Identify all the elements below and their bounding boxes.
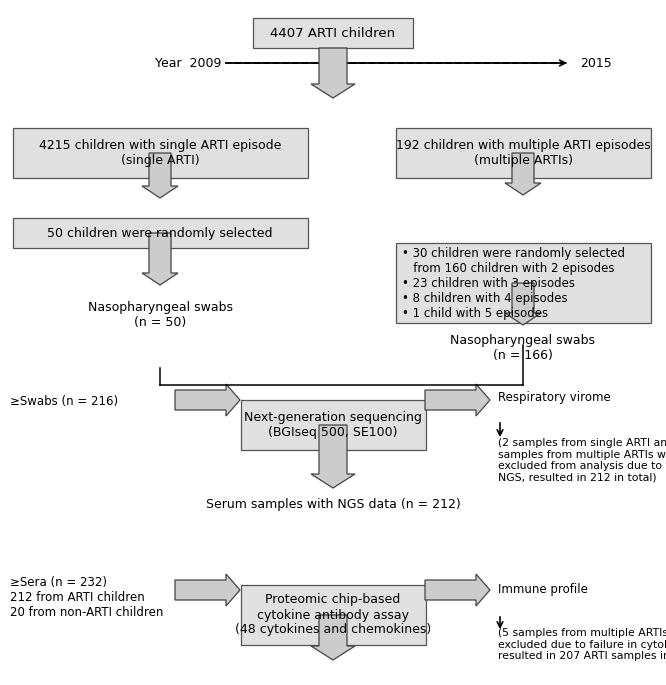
FancyBboxPatch shape — [253, 18, 413, 48]
Polygon shape — [175, 384, 240, 416]
Text: Nasopharyngeal swabs
(n = 50): Nasopharyngeal swabs (n = 50) — [87, 301, 232, 329]
Text: Year  2009: Year 2009 — [155, 56, 221, 69]
Text: 192 children with multiple ARTI episodes
(multiple ARTIs): 192 children with multiple ARTI episodes… — [396, 139, 651, 167]
FancyBboxPatch shape — [240, 585, 426, 645]
Text: ≥Swabs (n = 216): ≥Swabs (n = 216) — [10, 395, 118, 408]
Polygon shape — [425, 384, 490, 416]
Text: ≥Sera (n = 232)
212 from ARTI children
20 from non-ARTI children: ≥Sera (n = 232) 212 from ARTI children 2… — [10, 576, 163, 619]
Polygon shape — [311, 48, 355, 98]
Text: Next-generation sequencing
(BGIseq 500, SE100): Next-generation sequencing (BGIseq 500, … — [244, 411, 422, 439]
Text: 4215 children with single ARTI episode
(single ARTI): 4215 children with single ARTI episode (… — [39, 139, 281, 167]
Text: (5 samples from multiple ARTIs were
excluded due to failure in cytokine assay,
r: (5 samples from multiple ARTIs were excl… — [498, 628, 666, 661]
Polygon shape — [505, 153, 541, 195]
FancyBboxPatch shape — [13, 218, 308, 248]
Polygon shape — [311, 615, 355, 660]
FancyBboxPatch shape — [396, 243, 651, 323]
Text: Immune profile: Immune profile — [498, 583, 588, 596]
Text: Respiratory virome: Respiratory virome — [498, 391, 611, 404]
Text: Serum samples with NGS data (n = 212): Serum samples with NGS data (n = 212) — [206, 497, 460, 510]
Text: 50 children were randomly selected: 50 children were randomly selected — [47, 227, 273, 240]
Text: Proteomic chip-based
cytokine antibody assay
(48 cytokines and chemokines): Proteomic chip-based cytokine antibody a… — [235, 593, 431, 636]
FancyBboxPatch shape — [396, 128, 651, 178]
Polygon shape — [175, 574, 240, 606]
Polygon shape — [311, 425, 355, 488]
Text: 2015: 2015 — [580, 56, 612, 69]
Polygon shape — [142, 153, 178, 198]
Polygon shape — [142, 233, 178, 285]
Text: (2 samples from single ARTI and 2
samples from multiple ARTIs were
excluded from: (2 samples from single ARTI and 2 sample… — [498, 438, 666, 483]
FancyBboxPatch shape — [240, 400, 426, 450]
Text: 4407 ARTI children: 4407 ARTI children — [270, 27, 396, 40]
Text: • 30 children were randomly selected
   from 160 children with 2 episodes
• 23 c: • 30 children were randomly selected fro… — [402, 247, 625, 319]
Polygon shape — [425, 574, 490, 606]
FancyBboxPatch shape — [13, 128, 308, 178]
Text: Nasopharyngeal swabs
(n = 166): Nasopharyngeal swabs (n = 166) — [450, 334, 595, 362]
Polygon shape — [505, 283, 541, 325]
